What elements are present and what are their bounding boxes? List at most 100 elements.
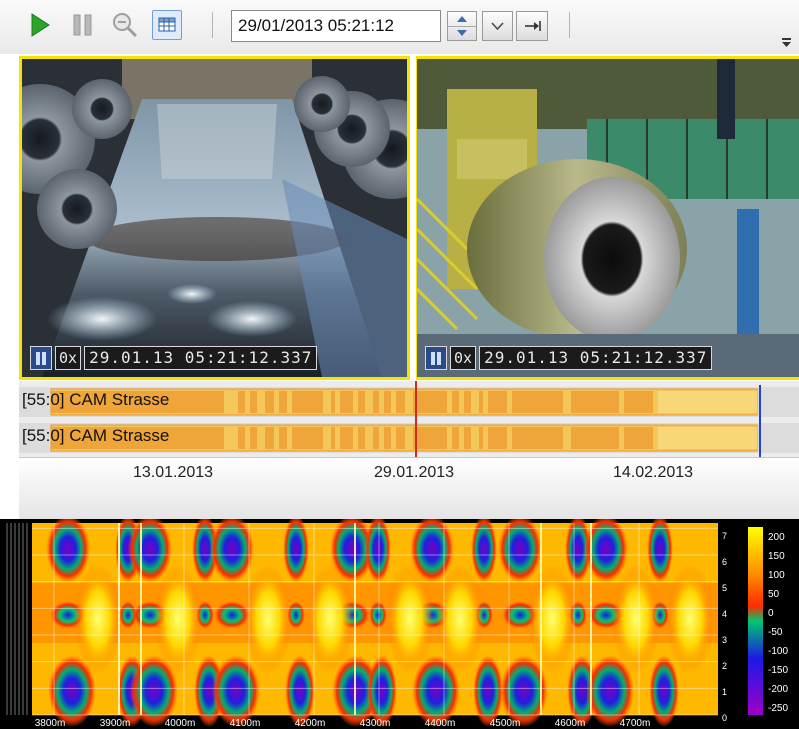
recording-segment [413,427,447,449]
recording-segment [265,391,274,413]
recording-segment [396,427,405,449]
toolbar [0,0,799,54]
recording-segment [51,391,224,413]
spectrogram-x-tick: 4300m [359,718,391,729]
colorbar-tick: 100 [768,570,785,581]
recording-segment [658,391,757,413]
spectrogram-y-tick: 2 [722,661,728,671]
recording-segment [479,427,483,449]
timeline-cursor[interactable] [415,381,417,461]
timeline-track[interactable]: [55:0] CAM Strasse [19,387,799,417]
play-button[interactable] [24,10,54,40]
colorbar-tick: -250 [768,703,789,714]
spectrogram-y-tick: 6 [722,557,728,567]
recording-segment [571,391,619,413]
camera-speed: 0x [450,346,477,370]
toolbar-overflow-button[interactable] [779,34,795,50]
timeline[interactable]: [55:0] CAM Strasse [55:0] CAM Strasse 13… [19,381,799,519]
recording-segment [452,427,459,449]
colorbar-tick: -100 [768,646,789,657]
recording-segment [238,391,245,413]
colorbar-tick: -50 [768,627,783,638]
colorbar-tick: 150 [768,551,785,562]
camera-image-steel-sheet [22,59,407,377]
datetime-input[interactable] [231,10,441,42]
camera-view-2[interactable]: 0x 29.01.13 05:21:12.337 [416,56,799,380]
timeline-tick-label: 29.01.2013 [373,464,455,481]
spin-up-button[interactable] [448,12,476,26]
recording-segment [512,427,563,449]
colorbar-tick: 50 [768,589,780,600]
track-label: [55:0] CAM Strasse [22,426,170,445]
timeline-axis: 13.01.2013 29.01.2013 14.02.2013 [19,457,799,519]
play-icon [31,13,50,37]
spectrogram-y-tick: 1 [722,687,728,697]
recording-segment [396,391,405,413]
camera-pause-button[interactable] [425,346,447,370]
datetime-spinner[interactable] [447,11,477,41]
pause-button[interactable] [68,10,98,40]
timeline-tick-label: 14.02.2013 [612,464,694,481]
toolbar-separator [569,12,570,38]
recording-segment [340,427,353,449]
spectrogram-y-tick: 4 [722,609,728,619]
recording-segment [512,391,563,413]
spectrogram-x-tick: 4100m [229,718,261,729]
datetime-dropdown-button[interactable] [482,11,513,41]
spectrogram-x-tick: 4400m [424,718,456,729]
recording-segment [279,391,287,413]
recording-segment [452,391,459,413]
toolbar-separator [212,12,213,38]
recording-segment [238,427,245,449]
spectrogram-y-tick: 5 [722,583,728,593]
recording-segment [571,427,619,449]
recording-segment [464,427,471,449]
spectrogram-y-tick: 7 [722,531,728,541]
recording-segment [488,391,507,413]
goto-arrow-icon [525,21,541,31]
recording-segment [624,391,653,413]
recording-segment [292,391,323,413]
recording-segment [479,391,483,413]
recording-segment [488,427,507,449]
spectrogram-x-tick: 4600m [554,718,586,729]
camera-speed: 0x [55,346,82,370]
grid-icon [158,17,176,32]
recording-segment [358,427,365,449]
spin-up-icon [457,16,467,22]
spectrogram-x-tick: 3900m [99,718,131,729]
spectrogram-y-tick: 0 [722,713,728,723]
spectrogram-heatmap [0,519,799,729]
recording-segment [358,391,365,413]
timeline-track[interactable]: [55:0] CAM Strasse [19,423,799,453]
spectrogram-x-tick: 4700m [619,718,651,729]
camera-image-steel-coil [417,59,799,377]
camera-osd: 0x 29.01.13 05:21:12.337 [30,346,318,372]
timeline-end-marker[interactable] [759,385,761,459]
camera-timestamp: 29.01.13 05:21:12.337 [479,346,713,370]
recording-segment [292,427,323,449]
recording-segment [279,427,287,449]
recording-segment [413,391,447,413]
recording-segment [658,427,757,449]
track-label: [55:0] CAM Strasse [22,390,170,409]
chevron-down-icon [491,22,504,31]
recording-bars [50,388,758,416]
recording-segment [331,391,335,413]
spectrogram-panel[interactable]: 3800m 3900m 4000m 4100m 4200m 4300m 4400m 4500m… [0,519,799,729]
spectrogram-x-tick: 4200m [294,718,326,729]
spin-down-button[interactable] [448,26,476,41]
colorbar-tick: -200 [768,684,789,695]
spectrogram-y-tick: 3 [722,635,728,645]
camera-view-1[interactable]: 0x 29.01.13 05:21:12.337 [19,56,410,380]
recording-segment [51,427,224,449]
spin-down-icon [457,30,467,36]
recording-bars [50,424,758,452]
camera-pause-button[interactable] [30,346,52,370]
zoom-out-button[interactable] [110,10,140,40]
recording-segment [250,391,257,413]
grid-view-button[interactable] [152,10,182,40]
goto-time-button[interactable] [516,11,548,41]
colorbar [748,527,763,715]
colorbar-tick: 200 [768,532,785,543]
